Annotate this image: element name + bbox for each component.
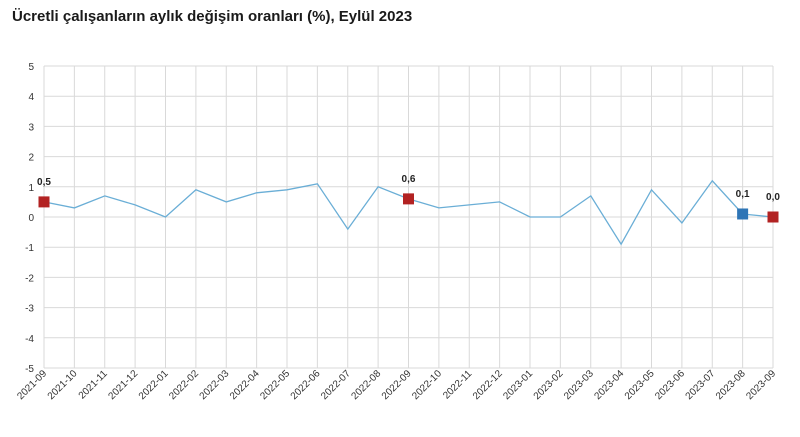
x-tick-label: 2023-06: [653, 368, 687, 402]
chart-title: Ücretli çalışanların aylık değişim oranl…: [12, 8, 413, 25]
x-axis-ticks: 2021-092021-102021-112021-122022-012022-…: [15, 368, 778, 402]
grid: [43, 65, 774, 369]
data-label: 0,5: [37, 177, 51, 188]
y-tick-label: 4: [28, 92, 34, 103]
x-tick-label: 2022-08: [350, 368, 384, 402]
data-point-marker: [767, 211, 779, 223]
y-tick-label: 3: [28, 122, 34, 133]
x-tick-label: 2022-02: [167, 368, 201, 402]
x-tick-label: 2022-07: [319, 368, 353, 402]
highlight-markers: 0,5 0,6 0,1 0,0: [37, 174, 780, 223]
data-point-marker: [403, 193, 414, 205]
y-tick-label: 5: [28, 62, 34, 73]
data-point-marker: [737, 208, 749, 220]
data-label: 0,1: [736, 189, 750, 200]
x-tick-label: 2023-07: [684, 368, 718, 402]
x-tick-label: 2021-12: [107, 368, 141, 402]
y-tick-label: 2: [28, 153, 34, 164]
y-tick-label: 0: [28, 213, 34, 224]
x-tick-label: 2023-03: [562, 368, 596, 402]
x-tick-label: 2021-10: [46, 368, 80, 402]
data-label: 0,6: [402, 174, 416, 185]
x-tick-label: 2021-11: [77, 368, 111, 402]
x-tick-label: 2022-10: [410, 368, 444, 402]
x-tick-label: 2022-12: [471, 368, 505, 402]
x-tick-label: 2023-09: [744, 368, 778, 402]
x-tick-label: 2022-01: [137, 368, 171, 402]
x-tick-label: 2023-02: [532, 368, 566, 402]
x-tick-label: 2022-06: [289, 368, 323, 402]
y-axis-ticks: 5 4 3 2 1 0 -1 -2 -3 -4 -5: [25, 62, 34, 375]
x-tick-label: 2022-11: [441, 368, 475, 402]
y-tick-label: -2: [25, 273, 34, 284]
x-tick-label: 2022-09: [380, 368, 414, 402]
data-label: 0,0: [766, 192, 780, 203]
y-tick-label: -5: [25, 364, 34, 375]
x-tick-label: 2023-08: [714, 368, 748, 402]
y-tick-label: -3: [25, 304, 34, 315]
y-tick-label: 1: [28, 183, 34, 194]
x-tick-label: 2023-01: [501, 368, 535, 402]
x-tick-label: 2022-03: [198, 368, 232, 402]
y-tick-label: -1: [25, 243, 34, 254]
x-tick-label: 2023-04: [593, 368, 627, 402]
y-tick-label: -4: [25, 334, 34, 345]
x-tick-label: 2022-04: [228, 368, 262, 402]
x-tick-label: 2023-05: [623, 368, 657, 402]
data-point-marker: [38, 196, 50, 208]
x-tick-label: 2022-05: [258, 368, 292, 402]
